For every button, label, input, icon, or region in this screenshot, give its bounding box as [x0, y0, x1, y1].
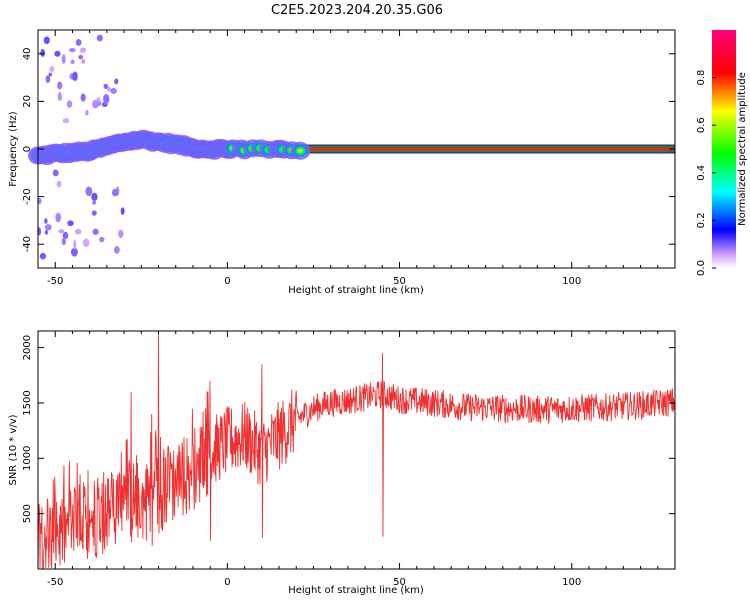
spectrogram-noise [73, 239, 77, 250]
spectrogram-noise [99, 236, 105, 243]
spectrogram-noise [118, 229, 124, 239]
colorbar-tick-label: 0.8 [696, 70, 707, 86]
spectrogram-noise [92, 200, 96, 205]
chart-title: C2E5.2023.204.20.35.G06 [271, 3, 443, 18]
spectrogram-noise [61, 54, 66, 64]
spectrogram-noise [79, 47, 87, 53]
colorbar-tick-label: 0.6 [696, 117, 707, 133]
snr-ytick-label: 1500 [22, 390, 33, 415]
spectrogram-ytick-label: -40 [22, 236, 33, 252]
spectrogram-noise [44, 218, 48, 224]
snr-ytick-label: 2000 [22, 335, 33, 360]
spectrogram-noise [110, 87, 117, 95]
spectrogram-noise [92, 228, 99, 235]
spectrogram-noise [103, 94, 110, 104]
colorbar: 0.0 0.2 0.4 0.6 0.8 Normalized spectral ampl… [696, 30, 748, 276]
spectrogram-noise [103, 83, 109, 90]
spectrogram-noise [44, 224, 52, 231]
snr-xtick-label: 50 [393, 577, 406, 588]
snr-panel: -50 0 50 100 500 1000 1500 2000 Height of strai… [8, 330, 676, 596]
spectrogram-noise [40, 49, 46, 57]
spectrogram-noise [75, 39, 82, 46]
spectrogram-noise [52, 169, 59, 177]
colorbar-tick-label: 0.0 [696, 260, 707, 276]
snr-series [37, 330, 676, 569]
spectrogram-noise [80, 93, 86, 102]
spectrogram-noise [49, 66, 55, 73]
spectrogram-noise [61, 237, 67, 246]
spectrogram-xtick-label: 0 [224, 276, 230, 287]
spectrogram-noise [92, 99, 99, 109]
spectrogram-noise [68, 48, 76, 53]
spectrogram-ytick-label: 40 [22, 47, 33, 60]
spectrogram-noise [113, 245, 120, 254]
spectrogram-noise [55, 212, 62, 223]
colorbar-label: Normalized spectral amplitude [737, 72, 748, 226]
spectrogram-noise [67, 220, 74, 227]
spectrogram-noise [85, 109, 89, 116]
spectrogram-noise [78, 55, 84, 60]
snr-frame [37, 330, 676, 570]
snr-xtick-label: 100 [562, 577, 581, 588]
spectrogram-ytick-label: 0 [22, 146, 33, 152]
spectrogram-noise [91, 192, 98, 202]
spectrogram-noise [85, 186, 93, 197]
spectrogram-ytick-label: -20 [22, 188, 33, 204]
spectrogram-noise [75, 228, 82, 235]
spectrogram-xtick-label: -50 [47, 276, 63, 287]
snr-xtick-label: 0 [224, 577, 230, 588]
spectrogram-cell [297, 148, 304, 153]
colorbar-tick-label: 0.4 [696, 165, 707, 181]
spectrogram-noise [57, 81, 63, 90]
snr-line [37, 330, 676, 569]
spectrogram-xtick-label: 100 [562, 276, 581, 287]
snr-x-axis-label: Height of straight line (km) [288, 585, 424, 596]
center-band-core [192, 147, 675, 151]
spectrogram-noise [120, 207, 125, 215]
spectrogram-xtick-label: 50 [393, 276, 406, 287]
spectrogram-noise [70, 247, 78, 257]
spectrogram-noise [62, 231, 69, 240]
spectrogram-noise [48, 72, 53, 77]
snr-ytick-label: 1000 [22, 446, 33, 471]
spectrogram-noise [45, 75, 51, 83]
spectrogram-y-axis-label: Frequency (Hz) [8, 111, 19, 187]
spectrogram-frame [37, 29, 676, 269]
snr-y-axis-label: SNR (10 * v/v) [8, 414, 19, 485]
spectrogram-noise [58, 229, 65, 234]
spectrogram-noise [72, 71, 78, 81]
spectrogram-noise [106, 86, 111, 92]
spectrogram-noise [114, 78, 119, 85]
colorbar-gradient [712, 30, 736, 268]
snr-ytick-label: 500 [22, 504, 33, 523]
spectrogram-noise [66, 100, 73, 108]
spectrogram-noise [111, 188, 119, 197]
snr-plot-area [38, 331, 675, 569]
spectrogram-noise [82, 238, 90, 247]
spectrogram-noise [91, 210, 97, 216]
spectrogram-panel: -50 0 50 100 40 20 0 -20 -40 Height of straight … [8, 29, 676, 296]
spectrogram-noise [54, 50, 61, 57]
colorbar-tick-label: 0.2 [696, 212, 707, 228]
spectrogram-heatmap [28, 34, 675, 260]
spectrogram-noise [70, 59, 75, 64]
colorbar-ticks: 0.0 0.2 0.4 0.6 0.8 [696, 70, 716, 276]
spectrogram-noise [81, 59, 86, 64]
spectrogram-noise [56, 180, 62, 188]
spectrogram-noise [43, 36, 50, 45]
spectrogram-noise [62, 118, 70, 124]
spectrogram-noise [39, 252, 47, 260]
spectrogram-noise [57, 92, 62, 101]
spectrogram-noise [96, 34, 103, 42]
spectrogram-x-axis-label: Height of straight line (km) [288, 285, 424, 296]
spectrogram-noise [44, 230, 49, 235]
snr-xtick-label: -50 [47, 577, 63, 588]
spectrogram-ytick-label: 20 [22, 95, 33, 108]
